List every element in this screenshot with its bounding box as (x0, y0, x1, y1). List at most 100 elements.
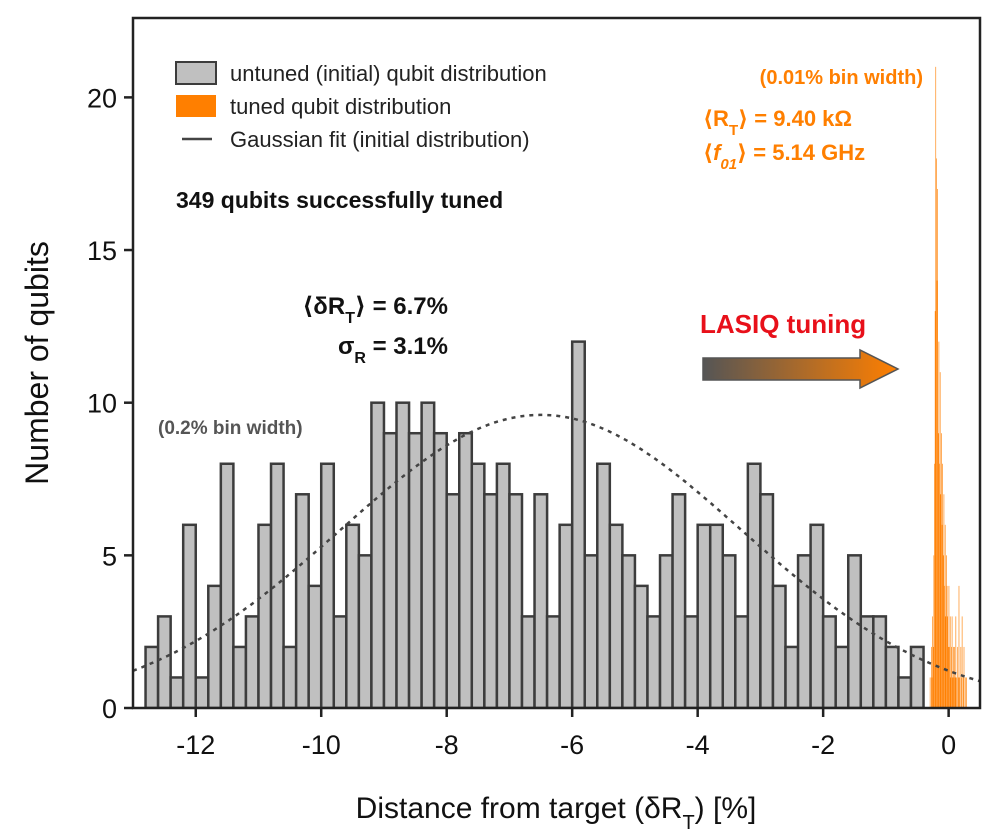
histogram-bar (784, 645, 800, 708)
histogram-bar (948, 646, 949, 708)
histogram-bar (938, 341, 940, 708)
histogram-bar (796, 554, 812, 708)
histogram-bar (959, 677, 960, 708)
histogram-bar (953, 677, 955, 708)
histogram-bar (956, 677, 957, 708)
legend-swatch (175, 61, 217, 85)
annotation-sub: R (354, 350, 366, 367)
annotation-sub: 01 (720, 156, 737, 173)
histogram-bar (558, 523, 574, 708)
annotation-part: ⟩ = 6.7% (355, 293, 448, 320)
histogram-bar (939, 372, 941, 708)
histogram-bar (932, 616, 933, 708)
histogram-bar (953, 646, 954, 708)
histogram-bar (495, 462, 511, 708)
x-axis-label: Distance from target (δRT) [%] (356, 792, 757, 834)
histogram-bar (964, 677, 966, 708)
histogram-bar (357, 554, 373, 708)
histogram-bar (932, 646, 934, 708)
x-label-part: ) [%] (695, 792, 757, 825)
histogram-bar (759, 493, 775, 708)
histogram-bar (834, 645, 850, 708)
histogram-bar (936, 280, 938, 708)
histogram-bar (939, 463, 940, 708)
histogram-bar (194, 676, 210, 708)
histogram-bar (370, 401, 386, 708)
histogram-bar (940, 494, 942, 708)
histogram-bar (947, 616, 949, 708)
histogram-bar (942, 463, 943, 708)
histogram-bar (945, 616, 947, 708)
histogram-bar (944, 585, 945, 708)
x-tick-label: -6 (560, 730, 584, 760)
histogram-bar (933, 555, 935, 708)
histogram-bar (445, 493, 461, 708)
histogram-bar (583, 554, 599, 708)
histogram-bar (821, 615, 837, 708)
histogram-bar (946, 555, 947, 708)
histogram-bar (934, 463, 935, 708)
histogram-bar (951, 616, 953, 708)
histogram-bar (954, 677, 956, 708)
legend-label: Gaussian fit (initial distribution) (230, 127, 530, 152)
histogram-bar (958, 585, 960, 708)
histogram-bar (407, 431, 423, 708)
histogram-bar (646, 615, 662, 708)
x-tick-label: 0 (941, 730, 956, 760)
histogram-bar (420, 401, 436, 708)
y-tick-label: 5 (102, 541, 117, 571)
histogram-bar (395, 401, 411, 708)
histogram-bar (696, 523, 712, 708)
x-tick-label: -2 (811, 730, 835, 760)
histogram-bar (936, 158, 937, 708)
histogram-bar (948, 585, 950, 708)
histogram-bar (954, 646, 955, 708)
annotation: 349 qubits successfully tuned (176, 187, 503, 213)
histogram-bar (570, 340, 586, 708)
histogram-bar (963, 677, 964, 708)
histogram-bar (771, 584, 787, 708)
histogram-bar (958, 677, 959, 708)
x-tick-label: -12 (176, 730, 215, 760)
histogram-bar (942, 555, 944, 708)
legend-swatch (176, 95, 216, 117)
histogram-bar (596, 462, 612, 708)
y-tick-label: 20 (87, 83, 117, 113)
histogram-bar (961, 616, 963, 708)
histogram-bar (294, 493, 310, 708)
annotation-part: ⟨R (703, 106, 729, 131)
histogram-bar (944, 524, 946, 708)
histogram-bar (809, 523, 825, 708)
plot-frame (131, 16, 982, 710)
histogram-bar (937, 433, 939, 708)
histogram-bar (232, 645, 248, 708)
histogram-bar (307, 584, 323, 708)
histogram-bar (244, 615, 260, 708)
histogram-bar (708, 523, 725, 708)
histogram-bar (269, 462, 285, 708)
histogram-bar (633, 584, 649, 708)
axes: -12 -10 -8 -6 -4 -2 0 0 5 10 15 20 (87, 83, 956, 760)
legend-label: tuned qubit distribution (230, 94, 451, 119)
x-tick-label: -4 (686, 730, 710, 760)
histogram-bar (257, 523, 273, 708)
histogram-bar (683, 615, 699, 708)
histogram-bar (734, 615, 750, 708)
histogram-bar (219, 462, 235, 708)
annotation-part: σ (338, 333, 354, 360)
histogram-bar (508, 493, 524, 708)
histogram-bar (846, 554, 863, 708)
x-label-sub: T (682, 812, 694, 834)
histogram-bar (319, 462, 336, 708)
histogram-bar (960, 646, 962, 708)
histogram-bar (950, 677, 952, 708)
annotation-part: ⟨δR (302, 293, 345, 320)
histogram-bar (929, 677, 931, 708)
histogram-bar (608, 523, 624, 708)
histogram-bar (345, 523, 361, 708)
gaussian-fit (133, 413, 980, 683)
annotation: (0.2% bin width) (158, 418, 303, 439)
histogram-bar (951, 646, 952, 708)
histogram-bar (949, 646, 950, 708)
